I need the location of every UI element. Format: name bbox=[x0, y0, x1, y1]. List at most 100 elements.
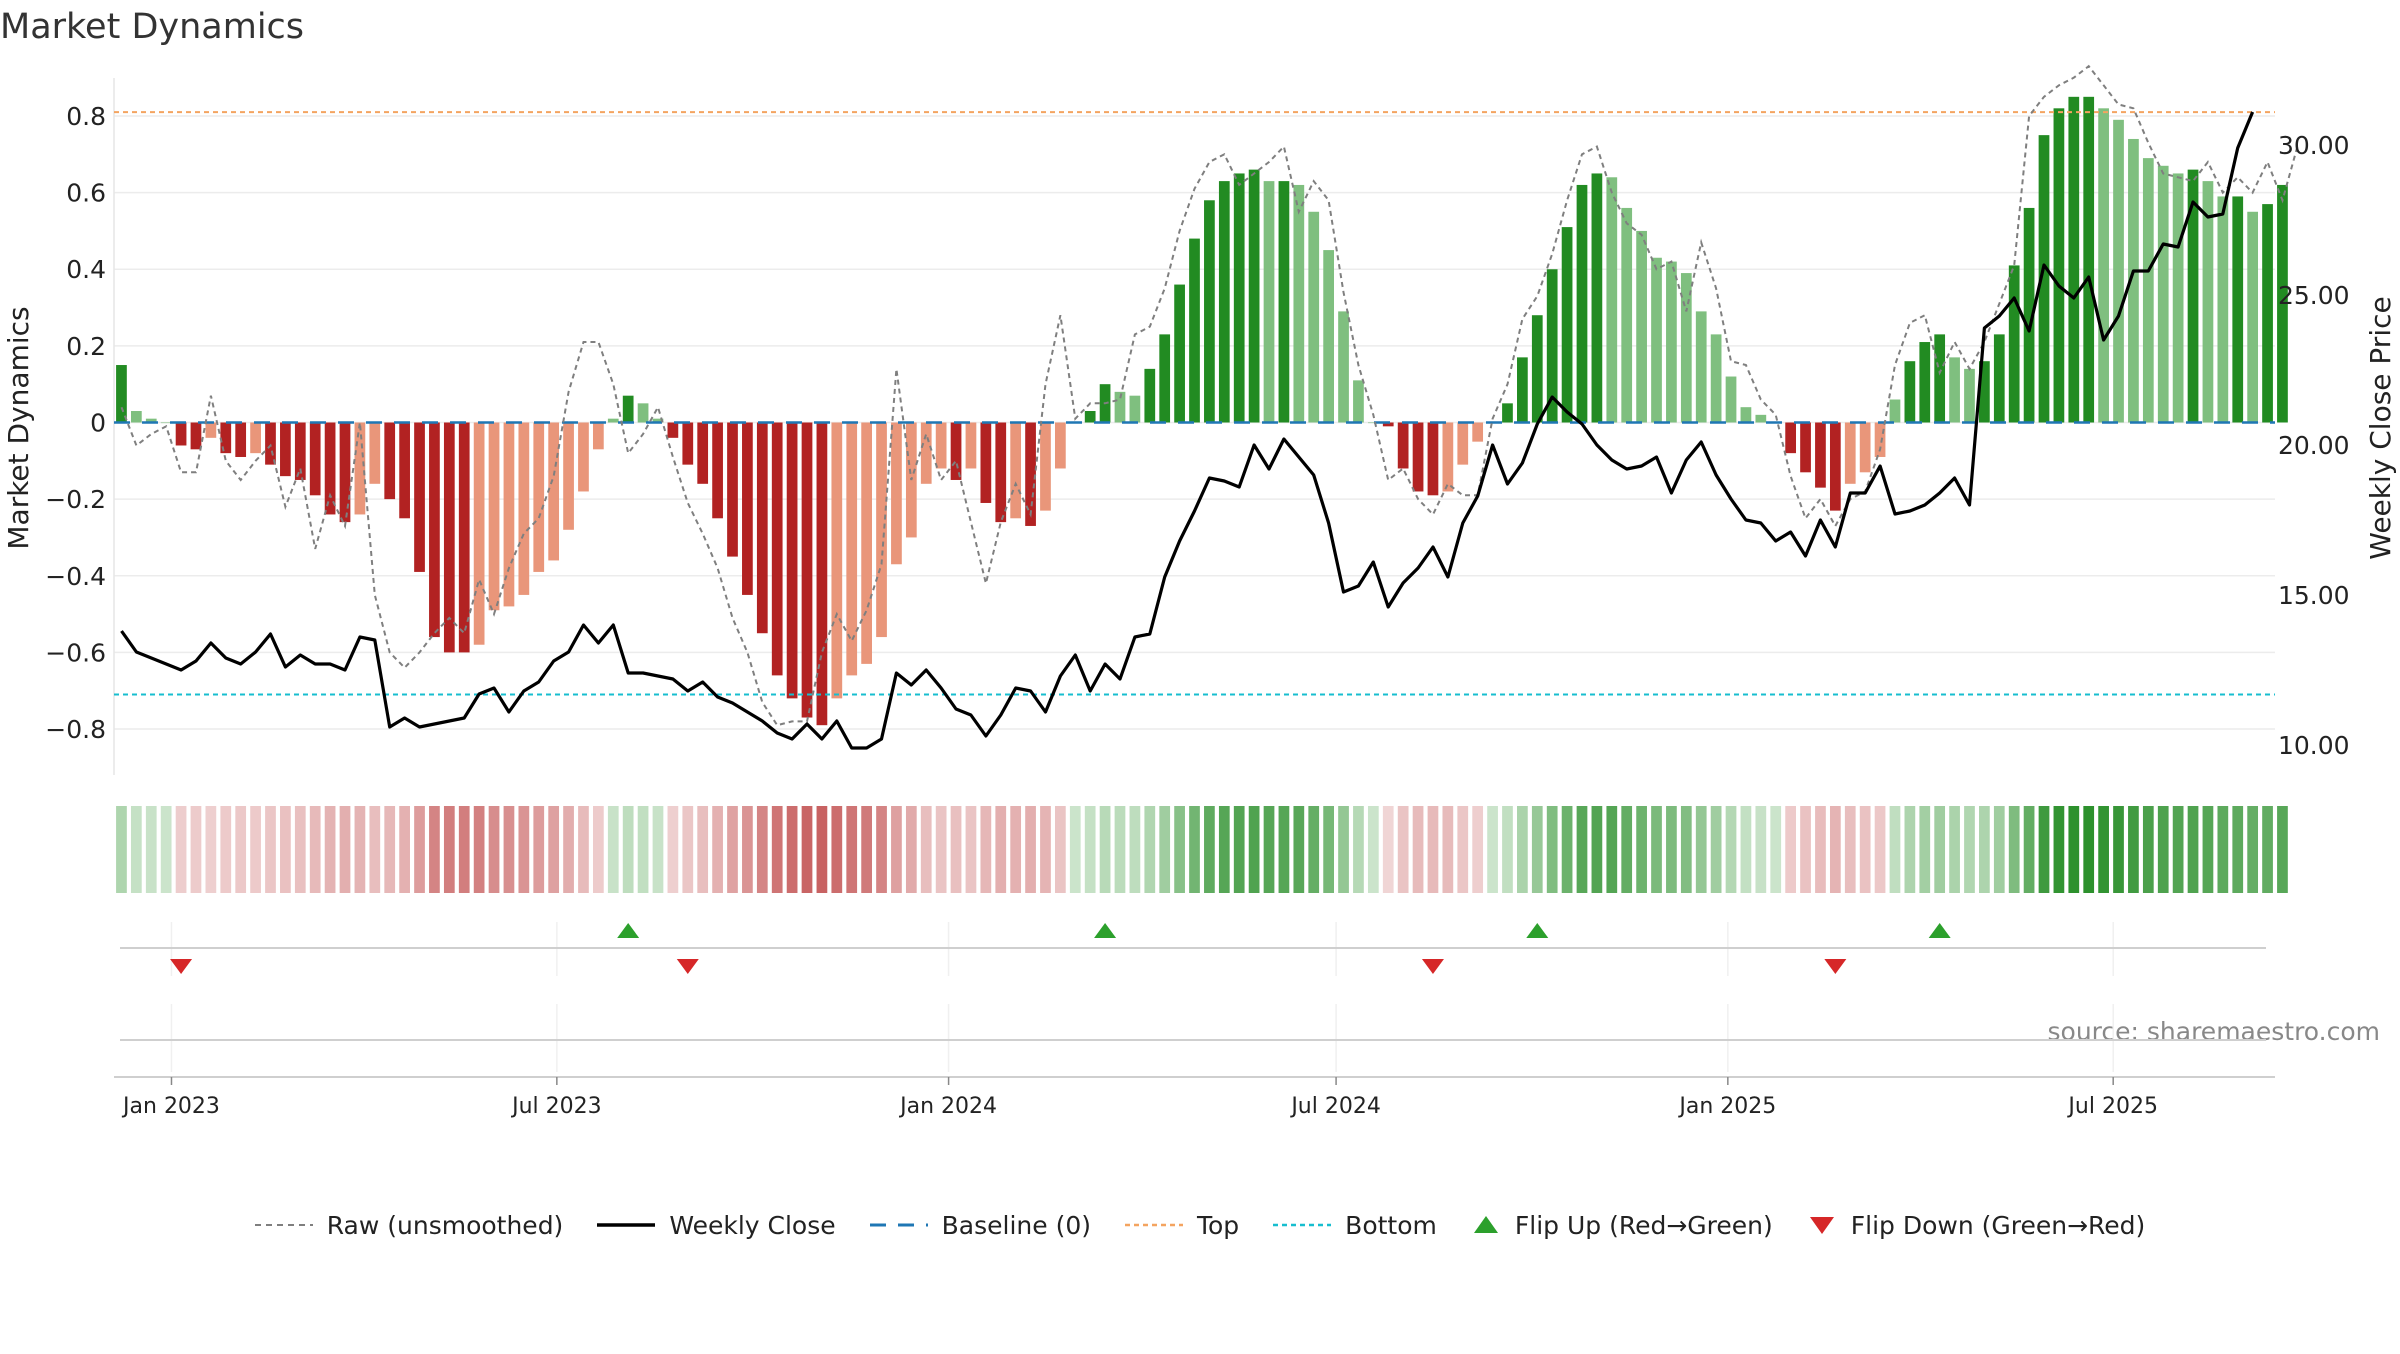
momentum-bar bbox=[965, 422, 977, 469]
y-left-tick-label: 0.6 bbox=[66, 179, 106, 208]
flip-down-marker bbox=[676, 959, 699, 974]
legend-item-bottom: Bottom bbox=[1273, 1211, 1437, 1240]
regime-cell bbox=[1934, 806, 1946, 893]
momentum-bar bbox=[503, 422, 515, 607]
flip-down-marker bbox=[170, 959, 193, 974]
regime-cell bbox=[2083, 806, 2095, 893]
regime-cell bbox=[548, 806, 560, 893]
momentum-bar bbox=[1546, 269, 1558, 423]
momentum-bar bbox=[1695, 311, 1707, 423]
regime-cell bbox=[384, 806, 396, 893]
momentum-bar bbox=[1874, 422, 1886, 457]
regime-cell bbox=[697, 806, 709, 893]
momentum-bar bbox=[2083, 96, 2095, 423]
regime-cell bbox=[309, 806, 321, 893]
momentum-bar bbox=[145, 418, 157, 423]
regime-cell bbox=[399, 806, 410, 893]
momentum-bar bbox=[1606, 177, 1618, 423]
legend-item-flip-down: Flip Down (Green→Red) bbox=[1807, 1211, 2145, 1240]
momentum-bar bbox=[1919, 342, 1931, 423]
momentum-bar bbox=[2172, 173, 2184, 423]
regime-cell bbox=[220, 806, 232, 893]
regime-cell bbox=[1412, 806, 1424, 893]
momentum-bar bbox=[339, 422, 351, 523]
momentum-bar bbox=[1740, 407, 1752, 423]
momentum-bar bbox=[891, 422, 902, 565]
regime-cell bbox=[1680, 806, 1692, 893]
momentum-bar bbox=[742, 422, 753, 595]
flip-up-marker bbox=[1928, 923, 1951, 938]
momentum-bar bbox=[1189, 238, 1200, 423]
regime-cell bbox=[1770, 806, 1782, 893]
momentum-bar bbox=[1472, 422, 1484, 442]
momentum-bar bbox=[1666, 261, 1677, 423]
momentum-bar bbox=[414, 422, 425, 572]
momentum-bar bbox=[622, 395, 634, 423]
regime-cell bbox=[563, 806, 574, 893]
momentum-bar bbox=[1561, 227, 1573, 423]
regime-cell bbox=[920, 806, 932, 893]
regime-cell bbox=[1174, 806, 1185, 893]
regime-cell bbox=[1636, 806, 1647, 893]
momentum-bar bbox=[1844, 422, 1856, 484]
regime-cell bbox=[1055, 806, 1066, 893]
y-right-tick-label: 25.00 bbox=[2278, 281, 2350, 310]
regime-cell bbox=[1323, 806, 1334, 893]
momentum-bar bbox=[1159, 334, 1171, 423]
weekly-close-line bbox=[120, 111, 2255, 750]
regime-cell bbox=[846, 806, 858, 893]
regime-cell bbox=[1993, 806, 2005, 893]
x-tick-label: Jan 2023 bbox=[121, 1094, 220, 1119]
regime-cell bbox=[160, 806, 172, 893]
regime-cell bbox=[1159, 806, 1171, 893]
regime-cell bbox=[339, 806, 351, 893]
momentum-bar bbox=[1412, 422, 1424, 492]
regime-cell bbox=[742, 806, 753, 893]
momentum-bar bbox=[1591, 173, 1603, 423]
regime-cell bbox=[1844, 806, 1856, 893]
regime-cell bbox=[1517, 806, 1528, 893]
regime-cell bbox=[250, 806, 261, 893]
legend-triangle-down-icon bbox=[1809, 1217, 1834, 1234]
legend-swatch-baseline bbox=[869, 1223, 928, 1227]
momentum-bar bbox=[1338, 311, 1349, 423]
regime-cell bbox=[1248, 806, 1260, 893]
y-right-tick-label: 15.00 bbox=[2278, 581, 2350, 610]
momentum-bar bbox=[2262, 204, 2273, 423]
regime-cell bbox=[518, 806, 530, 893]
momentum-bar bbox=[1979, 361, 1990, 423]
momentum-bar bbox=[533, 422, 545, 572]
regime-cell bbox=[801, 806, 813, 893]
legend-triangle-up-icon bbox=[1473, 1216, 1498, 1233]
regime-cell bbox=[2217, 806, 2229, 893]
momentum-bar bbox=[1904, 361, 1916, 423]
legend-item-close: Weekly Close bbox=[597, 1211, 836, 1240]
regime-cell bbox=[2023, 806, 2035, 893]
regime-cell bbox=[786, 806, 798, 893]
legend-label-bottom: Bottom bbox=[1345, 1210, 1437, 1240]
regime-cell bbox=[995, 806, 1007, 893]
legend-label-raw: Raw (unsmoothed) bbox=[326, 1210, 564, 1240]
regime-cell bbox=[1204, 806, 1215, 893]
regime-cell bbox=[2142, 806, 2154, 893]
momentum-bar bbox=[488, 422, 500, 611]
momentum-bar bbox=[384, 422, 396, 500]
regime-cell bbox=[876, 806, 887, 893]
regime-cell bbox=[1651, 806, 1662, 893]
momentum-bar bbox=[831, 422, 843, 699]
momentum-bar bbox=[1323, 250, 1334, 423]
regime-cell bbox=[1397, 806, 1409, 893]
regime-cell bbox=[1367, 806, 1379, 893]
momentum-bar bbox=[235, 422, 247, 457]
momentum-bar bbox=[1993, 334, 2005, 423]
regime-cell bbox=[2113, 806, 2124, 893]
momentum-bar bbox=[354, 422, 366, 515]
legend-swatch-raw bbox=[254, 1224, 313, 1226]
momentum-bar bbox=[1442, 422, 1454, 492]
y-right-tick-label: 20.00 bbox=[2278, 431, 2350, 460]
source-label: source: sharemaestro.com bbox=[2048, 1017, 2381, 1046]
regime-cell bbox=[175, 806, 187, 893]
momentum-bar bbox=[563, 422, 574, 530]
regime-cell bbox=[414, 806, 425, 893]
